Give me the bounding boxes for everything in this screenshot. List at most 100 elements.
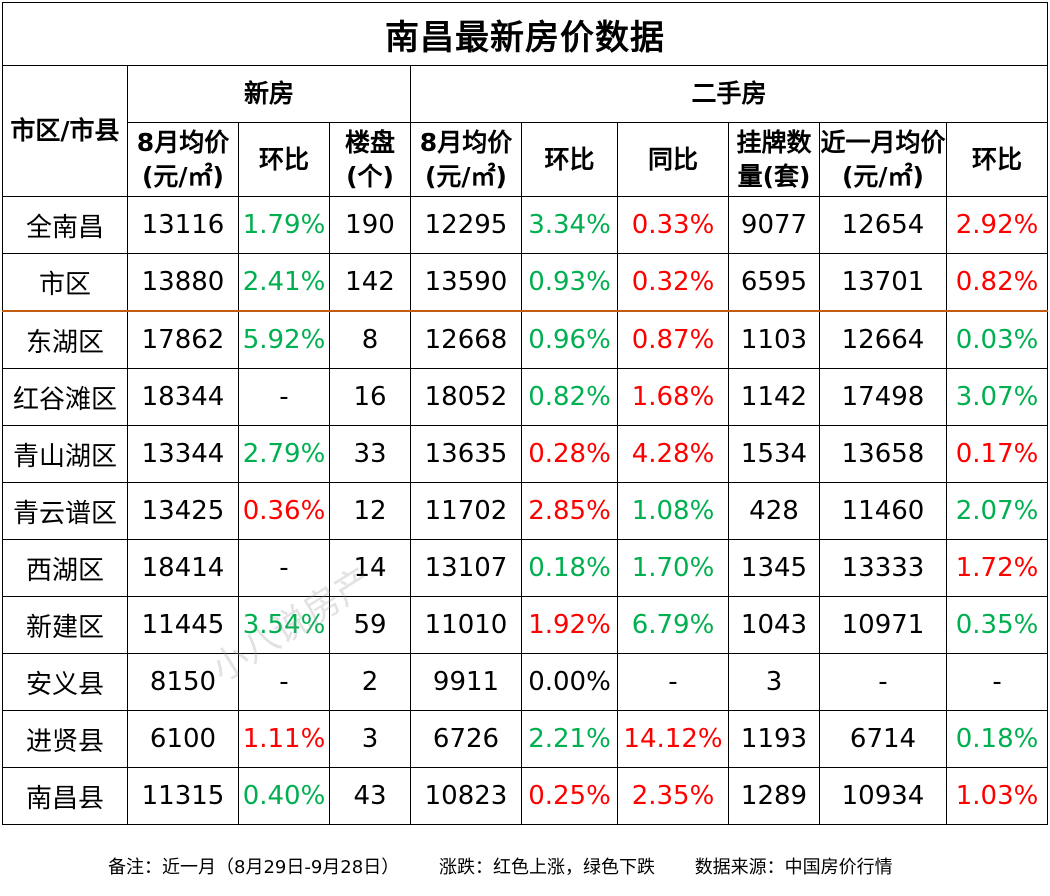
cell-sh-recent-avg: 11460	[819, 482, 947, 540]
cell-new-projects: 190	[329, 196, 411, 254]
cell-new-mom: -	[238, 539, 330, 597]
cell-district: 西湖区	[2, 539, 128, 597]
cell-sh-listings: 1289	[728, 767, 820, 825]
cell-sh-recent-avg: 10934	[819, 767, 947, 825]
cell-sh-listings: 1103	[728, 310, 820, 369]
cell-sh-mom: 2.85%	[521, 482, 618, 540]
cell-district: 红谷滩区	[2, 368, 128, 426]
cell-sh-mom: 0.18%	[521, 539, 618, 597]
cell-sh-yoy: 0.33%	[617, 196, 729, 254]
cell-new-avg-price: 18344	[127, 368, 239, 426]
footer-period: 备注：近一月（8月29日-9月28日）	[108, 857, 400, 878]
header-sh-mom: 环比	[521, 122, 618, 197]
cell-district: 全南昌	[2, 196, 128, 254]
cell-new-avg-price: 18414	[127, 539, 239, 597]
cell-new-projects: 2	[329, 653, 411, 711]
cell-district: 安义县	[2, 653, 128, 711]
cell-district: 新建区	[2, 596, 128, 654]
cell-new-projects: 8	[329, 310, 411, 369]
cell-sh-recent-avg: 13333	[819, 539, 947, 597]
price-table-container: 南昌最新房价数据 市区/市县 新房 二手房 8月均价(元/㎡) 环比 楼盘(个)…	[1, 2, 1049, 825]
cell-new-mom: 2.79%	[238, 425, 330, 483]
cell-district: 进贤县	[2, 710, 128, 768]
cell-new-mom: 3.54%	[238, 596, 330, 654]
table-row: 市区 13880 2.41% 142 13590 0.93% 0.32% 6595 13701 0…	[2, 253, 1049, 312]
cell-sh-recent-avg: 13701	[819, 253, 947, 312]
cell-new-projects: 3	[329, 710, 411, 768]
cell-sh-yoy: 1.68%	[617, 368, 729, 426]
table-row: 新建区 11445 3.54% 59 11010 1.92% 6.79% 1043 10971 0…	[2, 596, 1049, 654]
cell-sh-recent-mom: 3.07%	[945, 368, 1049, 426]
cell-sh-yoy: 2.35%	[617, 767, 729, 825]
cell-district: 市区	[2, 253, 128, 312]
footer-note: 备注：近一月（8月29日-9月28日） 涨跌：红色上涨，绿色下跌 数据来源：中国…	[108, 853, 927, 879]
cell-sh-recent-mom: -	[945, 653, 1049, 711]
cell-new-avg-price: 13880	[127, 253, 239, 312]
header-new-house-group: 新房	[127, 65, 411, 123]
footer-legend: 涨跌：红色上涨，绿色下跌	[438, 857, 655, 878]
cell-sh-recent-mom: 1.72%	[945, 539, 1049, 597]
cell-new-avg-price: 11315	[127, 767, 239, 825]
cell-sh-mom: 0.82%	[521, 368, 618, 426]
cell-new-projects: 59	[329, 596, 411, 654]
cell-sh-yoy: 0.87%	[617, 310, 729, 369]
cell-sh-yoy: 14.12%	[617, 710, 729, 768]
cell-sh-listings: 428	[728, 482, 820, 540]
cell-sh-avg-price: 12295	[410, 196, 522, 254]
cell-sh-recent-avg: 17498	[819, 368, 947, 426]
cell-district: 青云谱区	[2, 482, 128, 540]
cell-new-projects: 12	[329, 482, 411, 540]
cell-sh-avg-price: 13635	[410, 425, 522, 483]
cell-sh-listings: 6595	[728, 253, 820, 312]
cell-district: 南昌县	[2, 767, 128, 825]
cell-new-projects: 43	[329, 767, 411, 825]
cell-sh-mom: 1.92%	[521, 596, 618, 654]
cell-sh-avg-price: 12668	[410, 310, 522, 369]
cell-sh-recent-avg: -	[819, 653, 947, 711]
header-new-projects: 楼盘(个)	[329, 122, 411, 197]
table-row: 青山湖区 13344 2.79% 33 13635 0.28% 4.28% 1534 13658…	[2, 425, 1049, 483]
cell-sh-avg-price: 9911	[410, 653, 522, 711]
header-sh-avg-price: 8月均价(元/㎡)	[410, 122, 522, 197]
table-row: 西湖区 18414-14 13107 0.18% 1.70% 1345 13333 1.72%	[2, 539, 1049, 597]
cell-sh-mom: 0.96%	[521, 310, 618, 369]
table-row: 红谷滩区 18344-16 18052 0.82% 1.68% 1142 17498 3.07…	[2, 368, 1049, 426]
cell-new-avg-price: 13344	[127, 425, 239, 483]
header-sh-recent-avg: 近一月均价(元/㎡)	[819, 122, 947, 197]
cell-new-mom: -	[238, 653, 330, 711]
cell-sh-recent-mom: 2.07%	[945, 482, 1049, 540]
cell-sh-mom: 0.93%	[521, 253, 618, 312]
cell-new-avg-price: 6100	[127, 710, 239, 768]
cell-sh-recent-mom: 0.18%	[945, 710, 1049, 768]
header-sh-recent-mom: 环比	[945, 122, 1049, 197]
cell-sh-mom: 2.21%	[521, 710, 618, 768]
header-second-hand-group: 二手房	[409, 65, 1049, 123]
cell-new-projects: 16	[329, 368, 411, 426]
page-title: 南昌最新房价数据	[1, 2, 1049, 66]
cell-sh-avg-price: 13107	[410, 539, 522, 597]
table-row: 全南昌 13116 1.79% 190 12295 3.34% 0.33% 9077 12654…	[2, 196, 1049, 254]
cell-sh-recent-mom: 0.03%	[945, 310, 1049, 369]
cell-sh-listings: 9077	[728, 196, 820, 254]
cell-sh-recent-avg: 13658	[819, 425, 947, 483]
cell-new-projects: 142	[329, 253, 411, 312]
cell-sh-recent-mom: 2.92%	[945, 196, 1049, 254]
cell-sh-yoy: 1.08%	[617, 482, 729, 540]
table-row: 南昌县 11315 0.40% 43 10823 0.25% 2.35% 1289 10934 1…	[2, 767, 1049, 825]
cell-sh-listings: 1193	[728, 710, 820, 768]
cell-sh-listings: 1345	[728, 539, 820, 597]
cell-sh-recent-avg: 12654	[819, 196, 947, 254]
footer-source: 数据来源：中国房价行情	[694, 857, 893, 878]
cell-sh-yoy: 6.79%	[617, 596, 729, 654]
header-sh-listings: 挂牌数量(套)	[728, 122, 820, 197]
cell-sh-mom: 0.28%	[521, 425, 618, 483]
cell-sh-recent-avg: 6714	[819, 710, 947, 768]
cell-sh-recent-avg: 12664	[819, 310, 947, 369]
cell-sh-mom: 0.00%	[521, 653, 618, 711]
header-new-mom: 环比	[238, 122, 330, 197]
table-row: 青云谱区 13425 0.36% 12 11702 2.85% 1.08% 428 11460 2…	[2, 482, 1049, 540]
table-row: 安义县 8150-2 9911 0.00% -3- -	[2, 653, 1049, 711]
cell-new-avg-price: 11445	[127, 596, 239, 654]
cell-new-mom: -	[238, 368, 330, 426]
cell-new-avg-price: 17862	[127, 310, 239, 369]
